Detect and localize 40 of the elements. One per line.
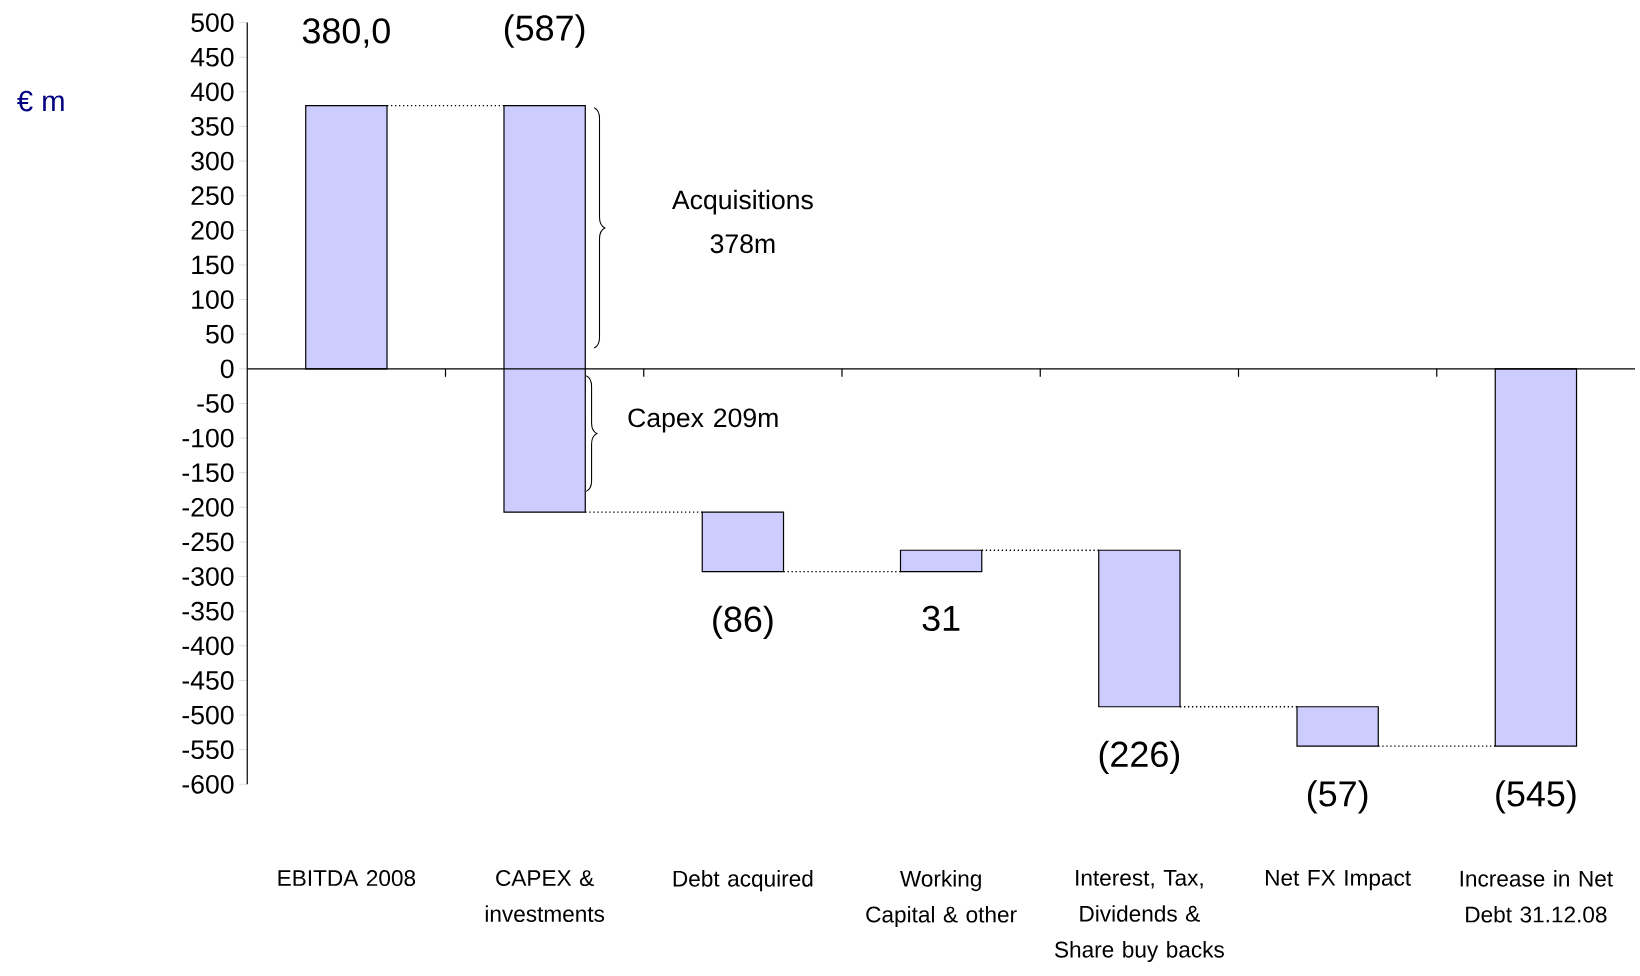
y-tick-label: -50	[197, 394, 234, 413]
y-tick-label: 0	[220, 359, 234, 379]
data-label: 380,0	[302, 18, 390, 48]
y-tick-label: 50	[206, 324, 234, 344]
x-tick-label: EBITDA 2008	[278, 870, 416, 887]
y-tick-label: 150	[192, 255, 234, 275]
data-label: (226)	[1099, 740, 1180, 775]
y-axis-title: € m	[17, 90, 64, 112]
y-tick-label: 250	[191, 186, 234, 206]
data-label: (57)	[1307, 780, 1368, 814]
y-tick-label: -450	[182, 671, 234, 690]
data-label: (545)	[1496, 780, 1576, 814]
x-tick-label: Working Capital & other	[866, 870, 1017, 928]
y-tick-label: 300	[191, 151, 234, 171]
y-tick-label: -600	[182, 775, 234, 794]
annotation: Acquisitions 378m	[671, 189, 813, 254]
data-label: 31	[922, 605, 960, 632]
y-tick-label: 400	[190, 82, 234, 102]
y-tick-label: -300	[182, 567, 234, 587]
x-tick-label: Net FX Impact	[1266, 870, 1411, 891]
y-tick-label: -150	[182, 463, 234, 483]
y-tick-label: -350	[182, 601, 234, 621]
x-tick-label: Increase in Net Debt 31.12.08	[1460, 870, 1613, 923]
y-tick-label: -500	[182, 705, 234, 725]
annotation: Capex 209m	[628, 408, 778, 433]
y-tick-label: -550	[182, 740, 234, 760]
y-tick-label: -400	[182, 636, 234, 656]
y-tick-label: 350	[191, 117, 234, 137]
y-tick-label: 500	[191, 13, 234, 33]
y-tick-label: 450	[190, 47, 234, 67]
x-tick-label: CAPEX & investments	[485, 870, 605, 923]
data-label: (587)	[504, 14, 585, 48]
y-tick-label: -250	[182, 532, 234, 552]
y-tick-label: -100	[182, 428, 234, 448]
x-tick-label: Interest, Tax, Dividends & Share buy backs	[1054, 870, 1224, 963]
y-tick-label: 100	[192, 290, 234, 310]
x-tick-label: Debt acquired	[673, 870, 813, 892]
y-tick-label: -200	[182, 498, 234, 517]
data-label: (86)	[713, 605, 773, 640]
y-tick-label: 200	[191, 221, 234, 240]
